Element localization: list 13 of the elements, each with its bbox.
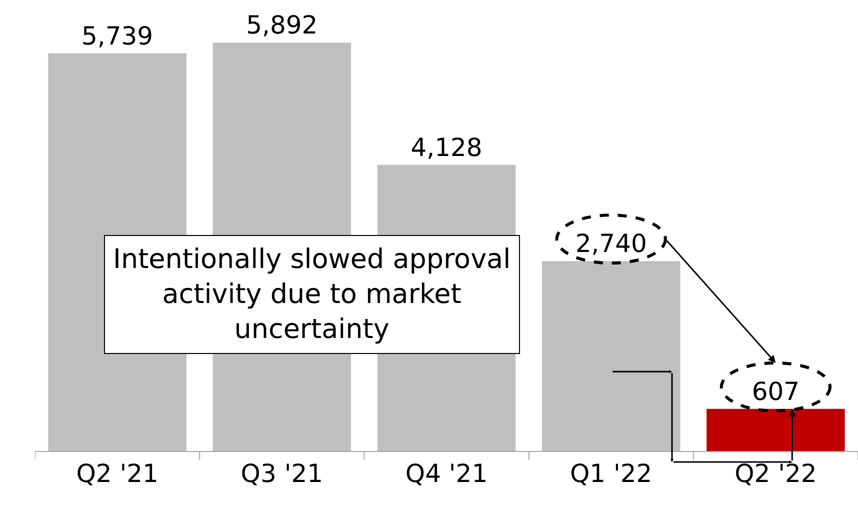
x-tick-label: Q1 '22 <box>570 459 652 488</box>
data-label: 2,740 <box>575 229 647 258</box>
x-tick-label: Q2 '21 <box>76 459 158 488</box>
data-label: 4,128 <box>410 132 482 162</box>
bar <box>542 261 680 451</box>
x-tick-label: Q2 '22 <box>734 459 817 488</box>
data-label: 607 <box>752 376 800 406</box>
x-tick-label: Q3 '21 <box>240 459 324 488</box>
x-tick-label: Q4 '21 <box>405 459 488 488</box>
bar <box>706 408 845 451</box>
data-label: 5,739 <box>82 21 154 50</box>
annotation: Intentionally slowed approval activity due to market uncertainty <box>113 244 511 346</box>
data-label: 5,892 <box>246 10 318 40</box>
